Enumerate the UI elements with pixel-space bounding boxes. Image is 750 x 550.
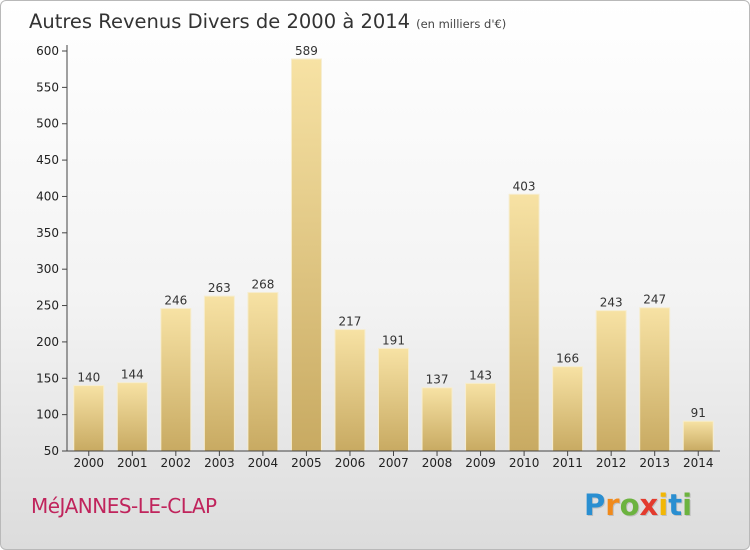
bar-value-label: 243 (600, 296, 623, 310)
bar-value-label: 403 (513, 179, 536, 193)
logo-letter: x (639, 488, 659, 522)
chart-title-text: Autres Revenus Divers de 2000 à 2014 (29, 10, 411, 33)
y-tick-label: 400 (36, 189, 59, 203)
x-tick-label: 2002 (161, 456, 192, 470)
bar (595, 310, 627, 452)
x-tick-label: 2007 (378, 456, 409, 470)
bar (639, 307, 671, 452)
x-tick-label: 2000 (73, 456, 104, 470)
chart-subtitle: (en milliers d'€) (416, 17, 507, 31)
bar-value-label: 91 (691, 406, 706, 420)
bar (508, 193, 540, 452)
y-tick-label: 150 (36, 371, 59, 385)
y-tick-label: 200 (36, 335, 59, 349)
logo-letter: i (682, 488, 693, 522)
x-tick-label: 2009 (465, 456, 496, 470)
x-tick-label: 2011 (552, 456, 583, 470)
logo-letter: t (668, 488, 683, 522)
bar-value-label: 137 (426, 373, 449, 387)
logo-letter: i (658, 488, 669, 522)
bar-value-label: 263 (208, 281, 231, 295)
bar (682, 420, 714, 452)
y-tick-label: 550 (36, 80, 59, 94)
bar-value-label: 143 (469, 368, 492, 382)
bar-value-label: 268 (251, 277, 274, 291)
x-tick-label: 2008 (422, 456, 453, 470)
logo-letter: r (605, 488, 620, 522)
x-tick-label: 2013 (639, 456, 670, 470)
x-tick-label: 2004 (248, 456, 279, 470)
x-tick-label: 2001 (117, 456, 148, 470)
bar-value-label: 589 (295, 44, 318, 58)
bar-value-label: 217 (339, 315, 362, 329)
y-tick-label: 350 (36, 226, 59, 240)
bar (290, 58, 322, 452)
logo-letter: o (619, 488, 640, 522)
y-tick-label: 300 (36, 262, 59, 276)
logo-letter: P (584, 488, 606, 522)
bar (116, 382, 148, 452)
bar-value-label: 247 (643, 293, 666, 307)
bar-value-label: 191 (382, 333, 405, 347)
bar-value-label: 166 (556, 352, 579, 366)
y-tick-label: 450 (36, 153, 59, 167)
y-tick-label: 100 (36, 408, 59, 422)
bar (465, 382, 497, 452)
x-tick-label: 2005 (291, 456, 322, 470)
bar (552, 366, 584, 452)
x-tick-label: 2010 (509, 456, 540, 470)
bar (73, 385, 105, 452)
bar (334, 329, 366, 452)
bar-value-label: 246 (164, 293, 187, 307)
bar (421, 387, 453, 452)
bar-value-label: 140 (77, 371, 100, 385)
commune-name: MéJANNES-LE-CLAP (31, 494, 217, 518)
y-tick-label: 600 (36, 44, 59, 58)
x-tick-label: 2014 (683, 456, 714, 470)
bar (378, 347, 409, 452)
y-tick-label: 500 (36, 117, 59, 131)
chart-title: Autres Revenus Divers de 2000 à 2014 (en … (29, 10, 506, 33)
x-tick-label: 2012 (596, 456, 627, 470)
bar-value-label: 144 (121, 368, 144, 382)
bar (160, 307, 192, 452)
x-tick-label: 2003 (204, 456, 235, 470)
bar (247, 291, 279, 452)
y-tick-label: 250 (36, 299, 59, 313)
proxiti-logo: Proxiti (584, 488, 692, 522)
bar (203, 295, 235, 452)
y-tick-label: 50 (44, 444, 59, 458)
x-tick-label: 2006 (335, 456, 366, 470)
